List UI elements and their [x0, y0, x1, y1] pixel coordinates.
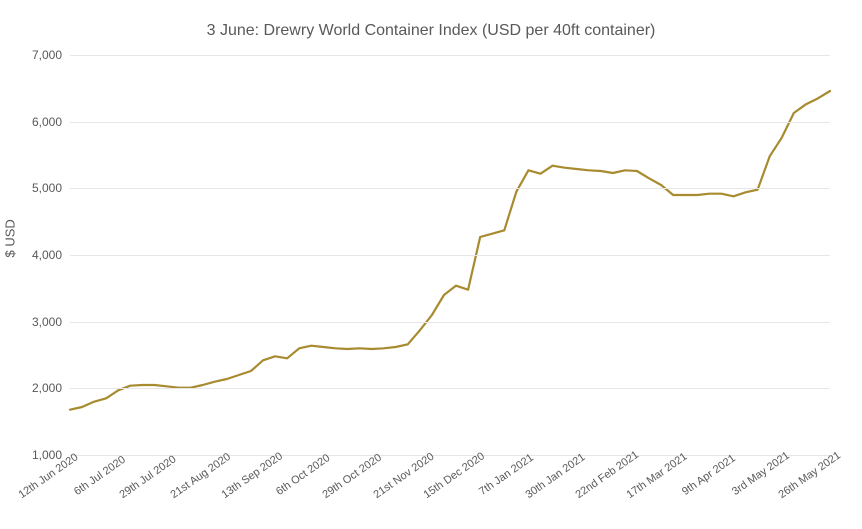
gridline [70, 388, 830, 389]
y-tick-label: 4,000 [32, 248, 70, 262]
chart-title: 3 June: Drewry World Container Index (US… [0, 22, 862, 40]
chart-container: 3 June: Drewry World Container Index (US… [0, 0, 862, 529]
gridline [70, 55, 830, 56]
gridline [70, 455, 830, 456]
y-tick-label: 2,000 [32, 381, 70, 395]
y-tick-label: 6,000 [32, 115, 70, 129]
gridline [70, 255, 830, 256]
gridline [70, 188, 830, 189]
gridline [70, 322, 830, 323]
y-tick-label: 7,000 [32, 48, 70, 62]
plot-area: 1,0002,0003,0004,0005,0006,0007,00012th … [70, 55, 830, 455]
data-line [70, 91, 830, 410]
y-tick-label: 5,000 [32, 181, 70, 195]
y-axis-label: $ USD [3, 219, 18, 257]
y-tick-label: 3,000 [32, 315, 70, 329]
gridline [70, 122, 830, 123]
